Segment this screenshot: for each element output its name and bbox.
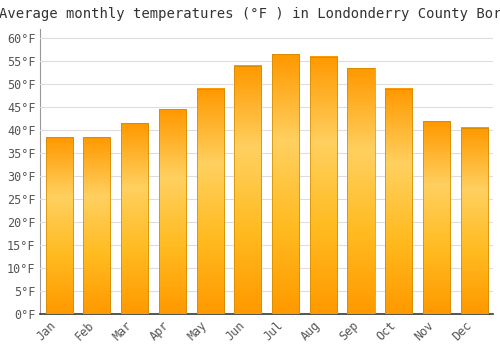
Bar bbox=[348, 68, 374, 314]
Bar bbox=[121, 123, 148, 314]
Bar bbox=[159, 110, 186, 314]
Bar bbox=[234, 66, 262, 314]
Bar bbox=[423, 121, 450, 314]
Bar bbox=[272, 54, 299, 314]
Bar bbox=[385, 89, 412, 314]
Bar bbox=[46, 137, 73, 314]
Bar bbox=[460, 128, 488, 314]
Bar bbox=[84, 137, 110, 314]
Title: Average monthly temperatures (°F ) in Londonderry County Borough: Average monthly temperatures (°F ) in Lo… bbox=[0, 7, 500, 21]
Bar bbox=[310, 57, 337, 314]
Bar bbox=[196, 89, 224, 314]
